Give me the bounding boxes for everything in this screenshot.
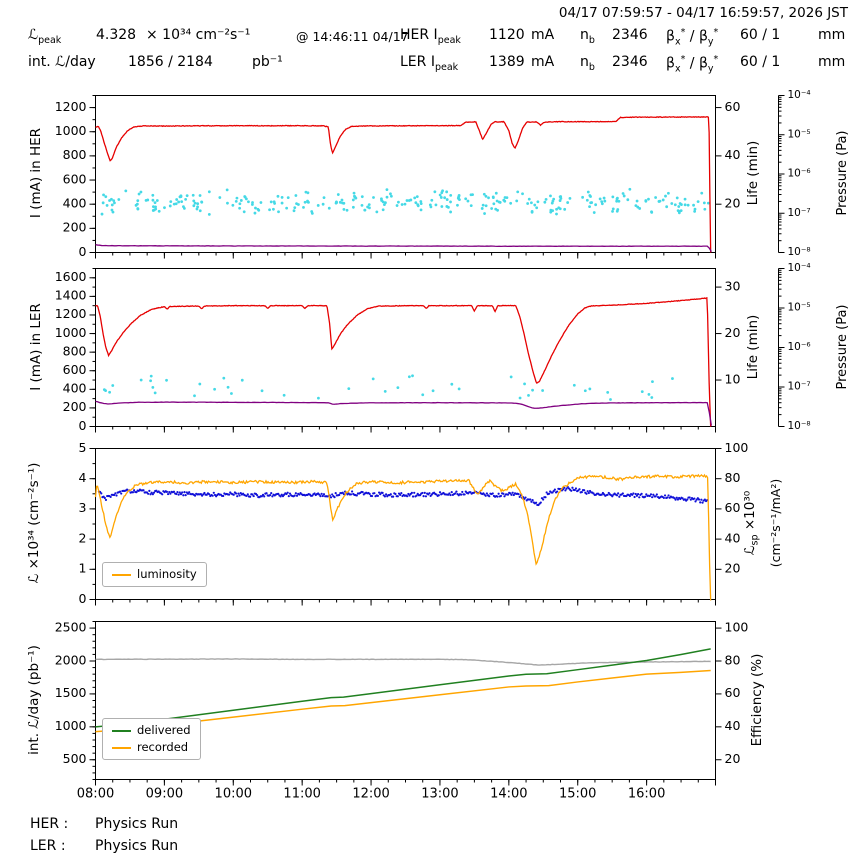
lpeak-timestamp: @ 14:46:11 04/17: [296, 29, 409, 44]
delivered-legend-swatch: [112, 729, 131, 732]
ler-ipeak-unit: mA: [531, 54, 555, 70]
intlum-unit: pb⁻¹: [252, 54, 283, 70]
ler-beta-unit: mm: [818, 54, 846, 70]
her-ipeak-label: HER Ipeak: [400, 27, 461, 46]
recorded-legend-swatch: [112, 746, 131, 749]
ler-ipeak-label: LER Ipeak: [400, 54, 459, 73]
ler-pressure-axis-title: Pressure (Pa): [835, 304, 850, 390]
delivered-legend-label: delivered: [137, 723, 191, 737]
luminosity-legend-swatch: [112, 573, 131, 576]
ler-run-status-label: LER :: [30, 838, 66, 854]
lpeak-unit: × 10³⁴ cm⁻²s⁻¹: [146, 27, 251, 43]
her-ipeak-value: 1120: [489, 27, 525, 43]
her-ipeak-unit: mA: [531, 27, 555, 43]
ler-beta-label: βx* / βy*: [666, 54, 719, 75]
recorded-legend-label: recorded: [137, 740, 189, 754]
her-nb-label: nb: [580, 27, 595, 46]
integrated-legend: delivered recorded: [102, 718, 201, 760]
luminosity-legend-label: luminosity: [137, 567, 197, 581]
ler-run-status: Physics Run: [95, 838, 179, 854]
lpeak-label: ℒpeak: [28, 27, 62, 46]
her-beta-value: 60 / 1: [740, 27, 781, 43]
ler-nb-value: 2346: [612, 54, 648, 70]
her-beta-unit: mm: [818, 27, 846, 43]
specific-luminosity-axis-unit: (cm⁻²s⁻¹/mA²): [768, 478, 783, 568]
ler-nb-label: nb: [580, 54, 595, 73]
ler-beta-value: 60 / 1: [740, 54, 781, 70]
luminosity-legend: luminosity: [102, 562, 207, 587]
lpeak-value: 4.328: [96, 27, 137, 43]
ler-ipeak-value: 1389: [489, 54, 525, 70]
efficiency-axis-title: Efficiency (%): [749, 653, 765, 747]
integrated-axis-title: int. ℒ/day (pb⁻¹): [26, 645, 42, 755]
intlum-value: 1856 / 2184: [128, 54, 213, 70]
her-beta-label: βx* / βy*: [666, 27, 719, 48]
header-date-range: 04/17 07:59:57 - 04/17 16:59:57, 2026 JS…: [558, 5, 848, 21]
intlum-label: int. ℒ/day: [28, 54, 96, 70]
her-run-status: Physics Run: [95, 816, 179, 832]
her-nb-value: 2346: [612, 27, 648, 43]
her-run-status-label: HER :: [30, 816, 69, 832]
